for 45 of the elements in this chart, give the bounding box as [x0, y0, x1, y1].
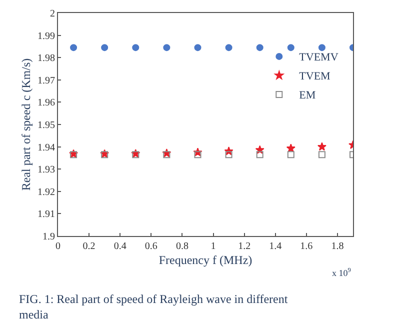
x-tick-label: 1.2: [238, 241, 251, 252]
point: [286, 144, 296, 152]
legend-label: TVEM: [299, 70, 331, 83]
y-tick-label: 1.96: [38, 98, 55, 109]
point: [101, 44, 108, 52]
y-tick-label: 1.98: [38, 53, 55, 64]
point: [194, 151, 202, 158]
x-tick-label: 0.8: [176, 241, 188, 252]
point: [132, 44, 140, 52]
x-tick-label: 1.4: [269, 241, 282, 252]
legend-label: EM: [299, 90, 316, 102]
y-tick-label: 1.93: [38, 164, 55, 176]
point: [225, 151, 232, 158]
point: [163, 151, 170, 158]
point: [317, 142, 326, 151]
point: [287, 44, 294, 52]
y-tick-label: 1.94: [38, 142, 55, 154]
y-tick-label: 2: [50, 8, 55, 20]
point: [70, 44, 78, 52]
y-tick-label: 1.95: [38, 120, 55, 131]
y-tick-label: 1.92: [38, 186, 55, 198]
x-tick-label: 1: [210, 241, 216, 252]
x-tick-label: 0.2: [82, 241, 96, 252]
caption: FIG. 1: Real part of speed of Rayleigh wave in different media: [19, 292, 288, 322]
point: [318, 44, 326, 52]
point: [256, 44, 264, 52]
point: [194, 44, 202, 52]
x-tick-label: 0.4: [114, 241, 126, 252]
point: [256, 151, 264, 158]
point: [287, 151, 294, 158]
point: [318, 151, 326, 158]
y-tick-label: 1.91: [38, 209, 55, 220]
point: [163, 44, 170, 52]
y-axis-title: Real part of speed c (Km/s): [18, 58, 33, 191]
x-tick-label: 1.6: [300, 241, 313, 252]
text: x 10$^{9}$: [332, 267, 351, 278]
y-tick-label: 1.97: [38, 75, 55, 86]
x-tick-label: 1.8: [331, 241, 344, 252]
x-axis-title: Frequency f (MHz): [158, 252, 252, 267]
y-tick-label: 1.99: [38, 30, 55, 42]
point: [225, 44, 232, 52]
x-tick-label: 0.6: [144, 241, 158, 252]
legend-label: TVEMV: [299, 52, 338, 64]
x-tick-label: 0: [56, 241, 60, 252]
y-tick-label: 1.9: [42, 232, 55, 242]
